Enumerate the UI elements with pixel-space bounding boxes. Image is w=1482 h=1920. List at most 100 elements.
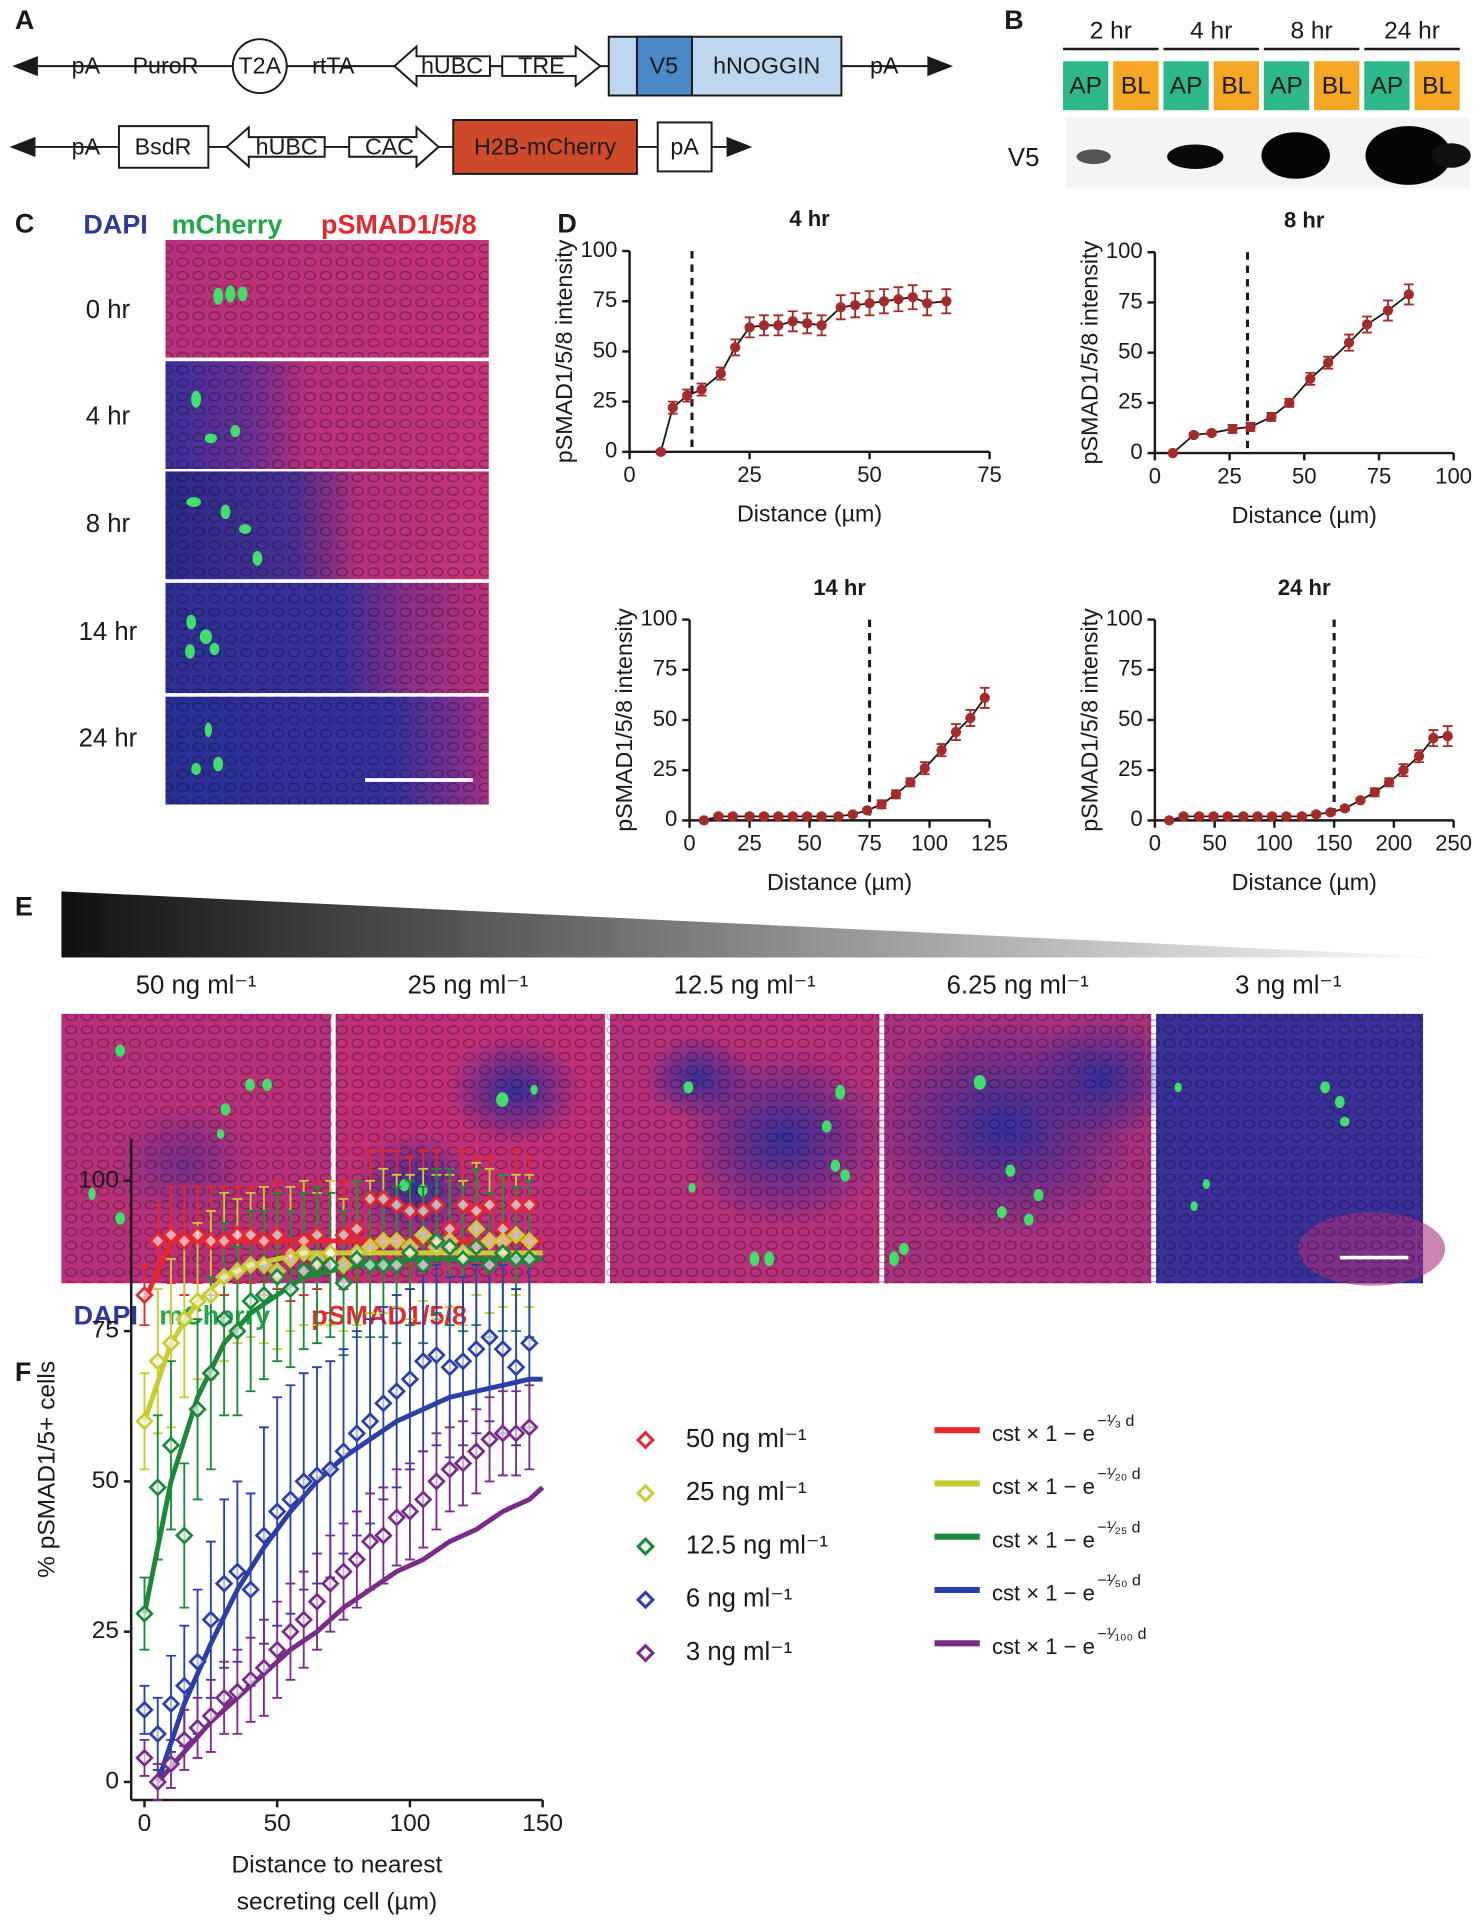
data-point bbox=[175, 1676, 194, 1696]
construct-label: hUBC bbox=[256, 133, 318, 159]
blot-time: 24 hr bbox=[1384, 17, 1440, 44]
data-point bbox=[667, 402, 678, 413]
data-point bbox=[161, 1333, 181, 1353]
data-point bbox=[816, 320, 827, 331]
data-point bbox=[281, 1279, 300, 1299]
data-point bbox=[506, 1357, 526, 1377]
data-point bbox=[413, 1225, 433, 1245]
legend-fit-label: cst × 1 − e bbox=[992, 1474, 1095, 1499]
data-point bbox=[493, 1339, 513, 1359]
dose-label: 50 ng ml⁻¹ bbox=[136, 972, 257, 1000]
data-point bbox=[175, 1526, 194, 1545]
data-point bbox=[1323, 357, 1334, 368]
data-point bbox=[294, 1472, 313, 1491]
data-point bbox=[201, 1706, 221, 1726]
data-point bbox=[1281, 811, 1292, 822]
data-point bbox=[864, 298, 875, 309]
data-point bbox=[254, 1231, 274, 1251]
data-point bbox=[413, 1351, 433, 1371]
lane-label: AP bbox=[1170, 72, 1203, 99]
time-label: 4 hr bbox=[86, 402, 131, 430]
timecourse-images bbox=[165, 240, 489, 805]
legend-label: 3 ng ml⁻¹ bbox=[686, 1638, 792, 1666]
y-tick-label: 50 bbox=[1118, 706, 1143, 731]
y-tick-label: 25 bbox=[92, 1617, 119, 1644]
data-point bbox=[890, 789, 902, 800]
y-tick-label: 75 bbox=[653, 656, 678, 681]
data-point bbox=[360, 1255, 380, 1275]
data-point bbox=[744, 322, 755, 333]
x-axis-label: Distance (µm) bbox=[1232, 502, 1377, 528]
chart-title: 8 hr bbox=[1284, 207, 1325, 232]
data-point bbox=[1325, 807, 1336, 818]
data-point bbox=[161, 1694, 181, 1714]
y-tick-label: 75 bbox=[593, 287, 618, 312]
data-point bbox=[1383, 777, 1395, 788]
data-point bbox=[148, 1351, 167, 1371]
legend-marker bbox=[635, 1430, 656, 1450]
data-point bbox=[148, 1772, 167, 1792]
lane-box bbox=[1163, 61, 1209, 111]
data-point bbox=[1413, 751, 1425, 762]
x-axis-label: Distance (µm) bbox=[767, 869, 912, 895]
data-point bbox=[201, 1610, 221, 1629]
data-point bbox=[360, 1532, 380, 1551]
data-point bbox=[214, 1574, 234, 1593]
data-point bbox=[387, 1508, 406, 1527]
data-point bbox=[241, 1670, 260, 1690]
panel-letter: D bbox=[557, 208, 576, 238]
data-point bbox=[241, 1255, 260, 1275]
data-point bbox=[228, 1225, 247, 1245]
legend-psmad: pSMAD1/5/8 bbox=[321, 210, 477, 240]
data-point bbox=[787, 811, 798, 822]
stain-legend: DAPI mCherry pSMAD1/5/8 bbox=[74, 1301, 467, 1331]
data-point bbox=[135, 1285, 154, 1305]
data-point bbox=[400, 1502, 420, 1521]
data-point bbox=[228, 1562, 247, 1581]
data-point bbox=[188, 1652, 207, 1671]
data-point bbox=[467, 1339, 486, 1359]
data-point bbox=[387, 1231, 406, 1251]
data-point bbox=[307, 1592, 327, 1611]
lane-box bbox=[1263, 61, 1310, 111]
legend-fit-exponent: −¹⁄₁₀₀ d bbox=[1097, 1626, 1146, 1643]
data-point bbox=[467, 1442, 486, 1461]
data-point bbox=[453, 1249, 473, 1269]
lane-box bbox=[1364, 61, 1410, 111]
time-label: 14 hr bbox=[79, 618, 138, 646]
data-point bbox=[453, 1195, 473, 1215]
data-point bbox=[480, 1195, 499, 1215]
legend-dapi: DAPI bbox=[74, 1301, 138, 1331]
x-tick-label: 25 bbox=[1217, 463, 1242, 488]
x-tick-label: 75 bbox=[1367, 463, 1392, 488]
panel-letter: B bbox=[1004, 5, 1023, 35]
data-point bbox=[360, 1237, 380, 1257]
data-point bbox=[493, 1424, 513, 1443]
chart-title: 24 hr bbox=[1278, 575, 1331, 600]
data-point bbox=[161, 1436, 181, 1455]
y-tick-label: 100 bbox=[1106, 238, 1143, 263]
data-point bbox=[334, 1225, 353, 1245]
data-point bbox=[1193, 811, 1205, 822]
data-point bbox=[387, 1195, 406, 1215]
panel-letter: E bbox=[15, 892, 33, 922]
data-point bbox=[1355, 795, 1366, 806]
x-tick-label: 200 bbox=[1376, 831, 1413, 856]
data-point bbox=[1167, 447, 1178, 459]
construct-label: V5 bbox=[650, 52, 678, 78]
x-tick-label: 100 bbox=[1435, 463, 1472, 488]
data-point bbox=[713, 811, 724, 822]
lane-box bbox=[1063, 61, 1109, 111]
dose-wedge bbox=[61, 891, 1452, 958]
data-point bbox=[440, 1357, 459, 1377]
data-point bbox=[520, 1249, 539, 1269]
legend-label: 50 ng ml⁻¹ bbox=[686, 1425, 807, 1453]
construct-label: hUBC bbox=[421, 52, 483, 78]
construct-label: TRE bbox=[518, 52, 565, 78]
data-point bbox=[214, 1309, 234, 1329]
data-point bbox=[893, 294, 904, 305]
chart: 0 25 50 75 100 0 25 50 75 100 8 hr Distance (µm) pSM… bbox=[1076, 207, 1472, 527]
data-point bbox=[413, 1255, 433, 1275]
legend-marker bbox=[635, 1483, 656, 1503]
